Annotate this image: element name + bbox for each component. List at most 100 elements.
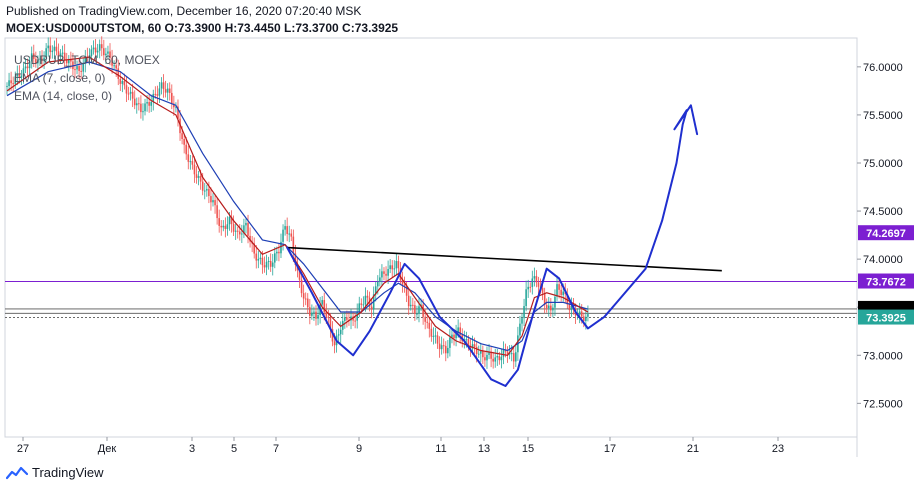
candle-body xyxy=(125,85,128,94)
candle-body xyxy=(531,278,534,287)
y-tick-label: 75.0000 xyxy=(863,158,903,170)
candle-body xyxy=(560,289,562,295)
candle-body xyxy=(502,349,505,357)
candle-body xyxy=(455,333,457,339)
price-label-text: 73.3925 xyxy=(866,313,906,325)
candle-body xyxy=(123,81,126,86)
candle-body xyxy=(354,320,356,322)
candle-body xyxy=(346,317,348,320)
candle-body xyxy=(59,53,62,57)
candle-body xyxy=(222,225,225,228)
x-tick-label: 27 xyxy=(17,443,29,455)
candle-body xyxy=(117,68,120,79)
candle-body xyxy=(580,311,583,317)
candle-body xyxy=(422,304,424,317)
candle-body xyxy=(313,311,315,313)
candle-body xyxy=(68,59,70,64)
candle-body xyxy=(216,205,218,219)
candle-body xyxy=(496,356,499,358)
x-tick-label: 23 xyxy=(772,443,784,455)
candle-body xyxy=(436,335,439,344)
candle-body xyxy=(212,200,214,203)
candle-body xyxy=(257,258,260,261)
candle-body xyxy=(138,103,140,105)
candle-body xyxy=(558,284,560,290)
candle-body xyxy=(490,351,492,359)
candle-body xyxy=(480,351,482,354)
candle-body xyxy=(16,73,19,77)
close-label: C: xyxy=(342,21,355,35)
candle-body xyxy=(416,313,418,315)
candle-body xyxy=(267,261,270,263)
candle-body xyxy=(409,304,412,307)
candle-body xyxy=(18,73,21,78)
candle-body xyxy=(103,48,105,56)
candle-body xyxy=(360,303,363,305)
candle-body xyxy=(195,174,198,178)
candle-body xyxy=(160,82,163,89)
x-tick-label: 13 xyxy=(478,443,490,455)
candle-body xyxy=(494,357,497,362)
candle-body xyxy=(70,59,72,62)
candle-body xyxy=(96,50,99,53)
candle-body xyxy=(187,154,190,162)
candle-body xyxy=(26,66,29,69)
candle-body xyxy=(414,305,416,314)
close-value: 73.3925 xyxy=(354,21,399,35)
legend-symbol: USDRUB_TOM, 60, MOEX xyxy=(14,53,160,67)
publish-caption: Published on TradingView.com, December 1… xyxy=(6,4,362,18)
candle-body xyxy=(156,94,159,96)
candle-body xyxy=(486,354,488,361)
candle-body xyxy=(527,286,529,290)
candle-body xyxy=(84,56,87,64)
candle-body xyxy=(152,93,155,102)
candle-body xyxy=(583,316,585,321)
candle-body xyxy=(185,144,188,155)
candle-body xyxy=(238,231,241,235)
candle-body xyxy=(265,261,268,268)
candle-body xyxy=(208,188,210,197)
candle-body xyxy=(556,284,558,297)
candle-body xyxy=(333,341,336,346)
candle-body xyxy=(290,233,293,237)
candle-body xyxy=(171,92,173,104)
candle-body xyxy=(162,82,165,90)
candle-body xyxy=(158,88,161,96)
candle-body xyxy=(537,282,540,287)
candle-body xyxy=(243,225,245,234)
y-tick-label: 75.5000 xyxy=(863,110,903,122)
candle-body xyxy=(30,53,33,62)
candle-body xyxy=(323,300,326,313)
candle-body xyxy=(515,352,517,362)
candle-body xyxy=(377,282,379,287)
candle-body xyxy=(39,58,41,60)
candle-body xyxy=(220,225,223,228)
x-tick-label: 15 xyxy=(522,443,534,455)
candle-body xyxy=(385,273,387,276)
candle-body xyxy=(90,49,93,56)
candle-body xyxy=(541,287,544,293)
candle-body xyxy=(8,80,10,87)
candle-body xyxy=(43,57,45,61)
x-tick-label: 7 xyxy=(273,443,279,455)
symbol-label: MOEX:USD000UTSTOM, 60 xyxy=(6,21,162,35)
candle-body xyxy=(424,316,426,322)
candle-body xyxy=(278,251,280,254)
candle-body xyxy=(512,353,515,362)
candle-body xyxy=(362,304,365,306)
candle-body xyxy=(407,295,410,307)
candle-body xyxy=(294,253,297,265)
candle-body xyxy=(442,345,445,347)
candle-body xyxy=(269,261,272,267)
candle-body xyxy=(12,83,14,85)
candle-body xyxy=(173,103,175,108)
candle-body xyxy=(482,351,484,358)
candle-body xyxy=(508,353,511,355)
candle-body xyxy=(249,235,251,242)
candle-body xyxy=(381,271,383,278)
candle-body xyxy=(568,304,571,311)
price-label: 73.7672 xyxy=(858,273,914,289)
candle-body xyxy=(488,351,490,355)
candle-body xyxy=(500,356,503,361)
